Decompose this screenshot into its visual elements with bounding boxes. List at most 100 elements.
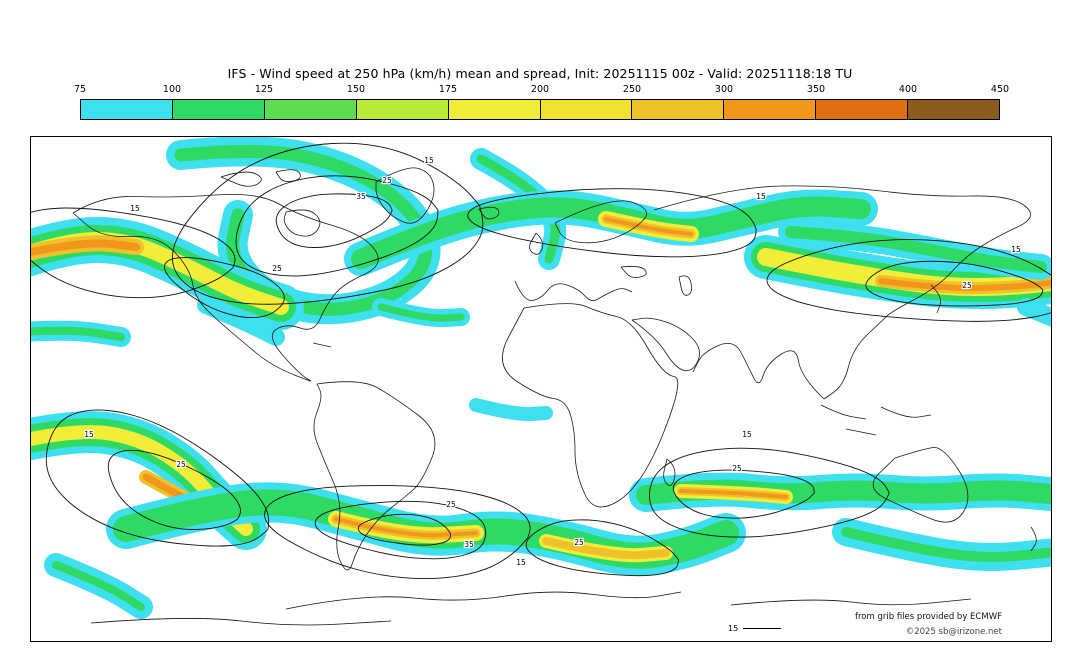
wind-band — [785, 226, 1047, 273]
contour-label: 15 — [424, 156, 434, 165]
colorbar-tick-label: 250 — [622, 84, 642, 95]
contour-label: 35 — [464, 540, 474, 549]
wind-band — [31, 326, 125, 341]
coastline — [375, 167, 435, 224]
coastline — [72, 194, 379, 382]
coastlines — [72, 167, 1037, 571]
colorbar-tick-label: 150 — [346, 84, 366, 95]
wind-band — [604, 217, 693, 236]
spread-contour — [164, 257, 285, 319]
contour-label: 25 — [176, 460, 186, 469]
colorbar-segment — [81, 100, 172, 119]
colorbar-tick-label: 300 — [714, 84, 734, 95]
contour-label: 15 — [756, 192, 766, 201]
coastline — [312, 342, 332, 348]
spread-contour — [31, 207, 236, 299]
spread-contour — [107, 449, 241, 530]
coastline — [554, 200, 647, 244]
colorbar-tick-label: 175 — [438, 84, 458, 95]
contour-label: 15 — [130, 204, 140, 213]
spread-contour — [357, 513, 451, 546]
colorbar-segment — [447, 100, 540, 119]
wind-band — [841, 527, 1051, 562]
colorbar-tick-label: 75 — [73, 84, 87, 95]
coastline — [275, 169, 301, 182]
spread-contour — [730, 598, 972, 606]
spread-legend-line — [743, 628, 782, 629]
chart-title: IFS - Wind speed at 250 hPa (km/h) mean … — [227, 66, 853, 81]
spread-contour — [275, 193, 393, 248]
coastline — [620, 266, 647, 278]
coastline — [663, 458, 676, 486]
wind-band — [878, 278, 1051, 292]
spread-contours — [31, 142, 1051, 626]
colorbar-segment — [171, 100, 264, 119]
spread-contour — [766, 239, 1051, 322]
spread-contour — [314, 500, 487, 560]
colorbar-tick-labels: 75 100 125 150 175 200 250 300 350 400 450 — [74, 84, 1009, 97]
colorbar — [80, 99, 1000, 120]
contour-label: 25 — [272, 264, 282, 273]
spread-contour — [171, 142, 484, 305]
coastline — [283, 209, 321, 237]
wind-band — [377, 303, 465, 322]
coastline — [478, 206, 500, 220]
spread-contour — [264, 485, 531, 580]
wind-band — [542, 537, 670, 560]
coastline — [220, 171, 262, 187]
colorbar-segment — [631, 100, 724, 119]
coastline — [631, 317, 700, 372]
colorbar-tick-label: 450 — [990, 84, 1010, 95]
wind-band — [679, 489, 788, 499]
contour-label: 15 — [742, 430, 752, 439]
spread-contour — [649, 447, 890, 538]
colorbar-tick-label: 125 — [254, 84, 274, 95]
coastline — [529, 232, 544, 255]
colorbar-tick-label: 350 — [806, 84, 826, 95]
coastline — [820, 404, 867, 420]
spread-contour-legend: 15 — [728, 624, 782, 633]
colorbar-segment — [263, 100, 356, 119]
contour-label: 35 — [356, 192, 366, 201]
colorbar-tick-label: 400 — [898, 84, 918, 95]
coastline — [845, 428, 877, 436]
colorbar-tick-label: 200 — [530, 84, 550, 95]
attribution-ecmwf: from grib files provided by ECMWF — [855, 612, 1002, 622]
colorbar-segment — [355, 100, 448, 119]
contour-label: 25 — [574, 538, 584, 547]
coastline — [502, 303, 679, 508]
contour-labels: 15 25 35 15 25 15 15 25 15 25 15 25 35 25 15 25 — [83, 155, 1022, 568]
wind-band — [52, 561, 145, 611]
spread-contour — [285, 591, 682, 610]
spread-contour — [672, 469, 815, 519]
contour-label: 15 — [516, 558, 526, 567]
colorbar-segment — [723, 100, 816, 119]
spread-contour — [525, 519, 679, 577]
coastline — [678, 275, 692, 296]
coastline — [1030, 526, 1037, 552]
spread-contour — [90, 618, 392, 626]
map-svg: 15 25 35 15 25 15 15 25 15 25 15 25 35 25 15 25 — [31, 137, 1051, 626]
spread-legend-label: 15 — [728, 624, 739, 633]
coastline — [514, 280, 633, 302]
colorbar-segment — [815, 100, 908, 119]
coastline — [880, 406, 932, 418]
spread-contour — [467, 188, 757, 258]
contour-label: 25 — [382, 176, 392, 185]
wind-band — [469, 398, 553, 422]
coastline — [653, 185, 1031, 400]
spread-contour — [45, 409, 270, 547]
contour-label: 15 — [84, 430, 94, 439]
spread-contour — [865, 260, 1044, 307]
wind-band — [31, 239, 140, 256]
attribution-copyright: ©2025 sb@irizone.net — [905, 627, 1002, 637]
coastline — [313, 381, 436, 571]
contour-label: 15 — [1011, 245, 1021, 254]
wind-band — [334, 517, 478, 538]
contour-label: 25 — [446, 500, 456, 509]
colorbar-tick-label: 100 — [162, 84, 182, 95]
colorbar-segment — [907, 100, 1000, 119]
colorbar-segment — [539, 100, 632, 119]
spread-contour — [235, 175, 439, 277]
